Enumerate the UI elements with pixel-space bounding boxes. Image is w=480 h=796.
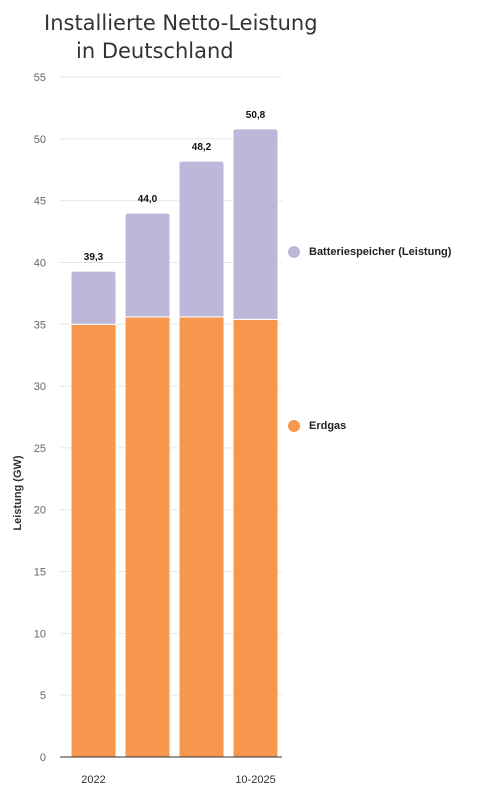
bar-batteriespeicher-2[interactable] bbox=[124, 212, 171, 318]
legend-item-batteriespeicher[interactable]: Batteriespeicher (Leistung) bbox=[288, 246, 451, 258]
legend-item-erdgas[interactable]: Erdgas bbox=[288, 420, 346, 432]
x-tick-label-4: 10-2025 bbox=[235, 774, 275, 786]
y-tick-label-35: 35 bbox=[34, 319, 46, 331]
y-tick-label-45: 45 bbox=[34, 196, 46, 208]
legend-label-batteriespeicher: Batteriespeicher (Leistung) bbox=[309, 246, 452, 258]
bar-erdgas-3[interactable] bbox=[178, 316, 225, 758]
legend-marker-batteriespeicher bbox=[288, 246, 300, 258]
y-tick-label-30: 30 bbox=[34, 381, 46, 393]
y-axis-label: Leistung (GW) bbox=[12, 455, 24, 530]
bar-erdgas-1[interactable] bbox=[70, 323, 117, 758]
legend-label-erdgas: Erdgas bbox=[309, 420, 347, 432]
legend-marker-erdgas bbox=[288, 420, 300, 432]
y-tick-label-0: 0 bbox=[40, 752, 46, 764]
data-label-total-2: 44,0 bbox=[138, 194, 158, 205]
bar-erdgas-2[interactable] bbox=[124, 316, 171, 758]
data-label-total-1: 39,3 bbox=[84, 252, 104, 263]
bar-erdgas-4[interactable] bbox=[232, 318, 279, 758]
x-tick-label-1: 2022 bbox=[81, 774, 105, 786]
y-tick-label-50: 50 bbox=[34, 134, 46, 146]
chart-title-line-1: Installierte Netto-Leistung bbox=[44, 11, 318, 35]
y-tick-label-25: 25 bbox=[34, 443, 46, 455]
y-tick-label-20: 20 bbox=[34, 505, 46, 517]
bar-batteriespeicher-4[interactable] bbox=[232, 128, 279, 320]
bar-batteriespeicher-3[interactable] bbox=[178, 160, 225, 318]
bar-batteriespeicher-1[interactable] bbox=[70, 270, 117, 325]
y-tick-label-10: 10 bbox=[34, 628, 46, 640]
data-label-total-4: 50,8 bbox=[246, 110, 266, 121]
data-label-total-3: 48,2 bbox=[192, 142, 212, 153]
y-tick-label-40: 40 bbox=[34, 257, 46, 269]
y-tick-label-5: 5 bbox=[40, 690, 46, 702]
y-tick-label-55: 55 bbox=[34, 72, 46, 84]
chart-title-line-2: in Deutschland bbox=[76, 39, 234, 63]
y-tick-label-15: 15 bbox=[34, 567, 46, 579]
